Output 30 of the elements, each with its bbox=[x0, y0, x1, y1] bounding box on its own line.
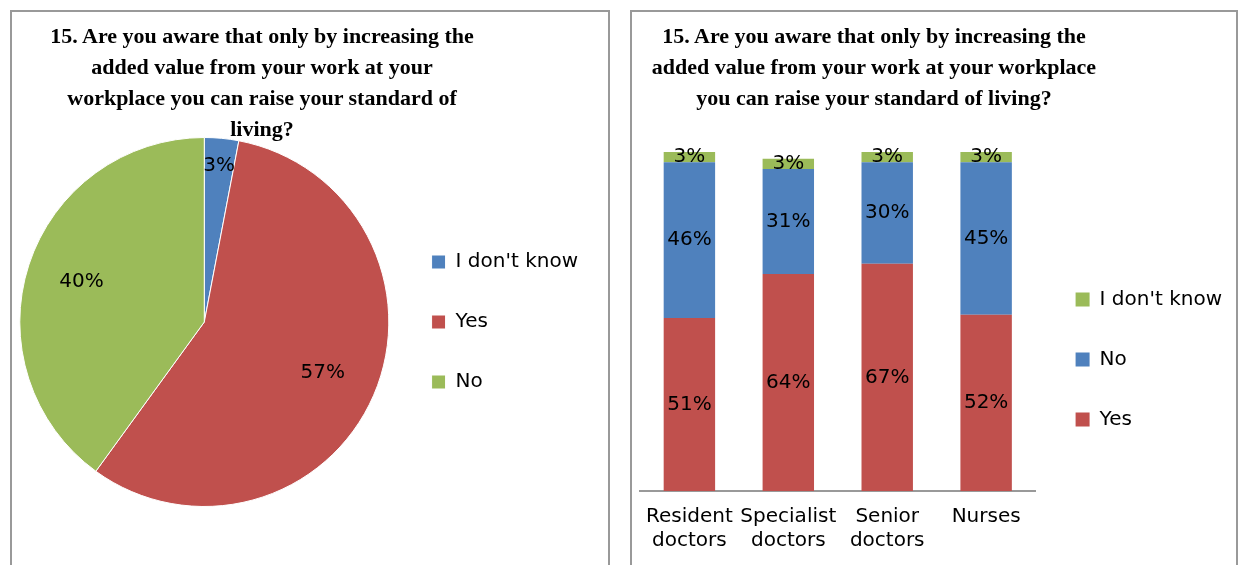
legend-label: Yes bbox=[454, 308, 488, 333]
bar bbox=[960, 314, 1012, 491]
bar bbox=[861, 263, 913, 491]
data-label: 31% bbox=[766, 207, 811, 232]
legend-label: I don't know bbox=[1099, 285, 1223, 310]
bar bbox=[960, 162, 1012, 315]
chart-title: 15. Are you aware that only by increasing the added value from your work at your workplace you can raise your standard of living? bbox=[49, 22, 475, 143]
data-label: 40% bbox=[59, 268, 104, 293]
legend-label: I don't know bbox=[455, 248, 579, 273]
x-tick-label: Nurses bbox=[951, 503, 1021, 528]
bar bbox=[663, 318, 716, 491]
legend-label: Yes bbox=[1098, 405, 1132, 430]
data-label: 51% bbox=[667, 390, 712, 415]
x-tick-label: Senior doctors bbox=[849, 503, 925, 552]
data-label: 46% bbox=[667, 226, 712, 251]
x-tick-label: Resident doctors bbox=[646, 503, 733, 552]
chart-title: 15. Are you aware that only by increasing the added value from your work at your workplace you can raise your standard of living? bbox=[650, 22, 1098, 112]
bar bbox=[861, 162, 913, 264]
data-label: 45% bbox=[963, 224, 1009, 249]
x-tick-label: Specialist doctors bbox=[740, 503, 837, 552]
data-label: 52% bbox=[963, 389, 1009, 414]
data-label: 30% bbox=[864, 199, 910, 224]
data-label: 64% bbox=[766, 368, 811, 393]
bar bbox=[762, 168, 815, 275]
bar bbox=[762, 274, 815, 491]
data-label: 67% bbox=[864, 363, 910, 388]
bar bbox=[663, 162, 716, 319]
legend-label: No bbox=[1099, 345, 1127, 370]
data-label: 57% bbox=[300, 359, 346, 384]
legend-label: No bbox=[455, 368, 483, 393]
